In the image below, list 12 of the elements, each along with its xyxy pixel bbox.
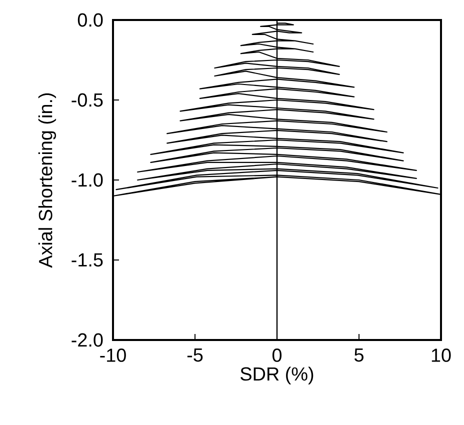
x-tick-label: 10	[432, 348, 451, 362]
y-tick-label: -1.5	[72, 253, 103, 267]
x-tick-label: 0	[272, 348, 282, 362]
y-tick-label: -0.5	[72, 93, 103, 107]
y-axis-title: Axial Shortening (in.)	[38, 93, 56, 268]
x-tick-label: -10	[100, 348, 126, 362]
y-tick-label: -1.0	[72, 173, 103, 187]
y-tick-label: -2.0	[72, 333, 103, 347]
x-tick-label: 5	[354, 348, 364, 362]
x-tick-label: -5	[187, 348, 203, 362]
x-axis-title: SDR (%)	[240, 366, 314, 384]
y-tick-label: 0.0	[78, 13, 103, 27]
